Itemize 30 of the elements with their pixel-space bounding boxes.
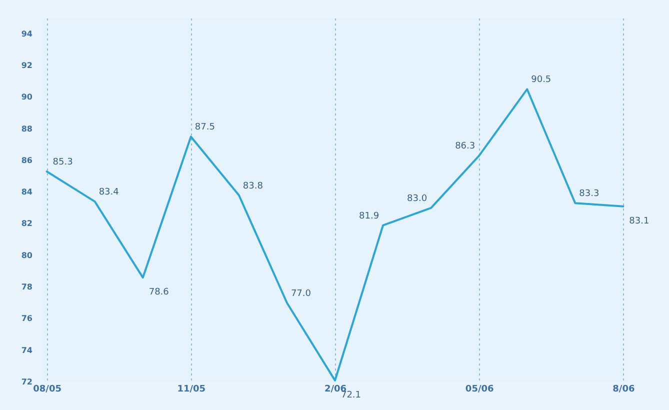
x-tick-label: 8/06 xyxy=(612,384,635,394)
data-label: 83.1 xyxy=(629,216,650,226)
y-tick-label: 86 xyxy=(21,156,33,165)
data-label: 81.9 xyxy=(359,211,380,222)
y-tick-label: 80 xyxy=(21,250,33,260)
data-label: 83.3 xyxy=(579,189,600,200)
y-tick-label: 82 xyxy=(21,219,32,228)
data-label: 87.5 xyxy=(194,122,215,133)
x-tick-label: 11/05 xyxy=(177,384,206,394)
x-tick-label: 08/05 xyxy=(33,384,62,394)
data-label: 85.3 xyxy=(52,158,73,168)
y-tick-label: 76 xyxy=(21,314,33,324)
line-series xyxy=(46,88,624,382)
data-label: 72.1 xyxy=(340,390,362,400)
y-tick-label: 90 xyxy=(21,92,33,102)
data-label: 77.0 xyxy=(290,288,312,299)
y-tick-label: 72 xyxy=(21,378,32,386)
data-label: 86.3 xyxy=(455,142,476,152)
y-tick-label: 78 xyxy=(21,282,33,292)
data-label: 83.4 xyxy=(98,188,120,198)
data-label: 83.0 xyxy=(407,194,428,204)
y-tick-label: 94 xyxy=(21,29,33,38)
data-label: 90.5 xyxy=(531,75,552,86)
y-tick-label: 74 xyxy=(21,346,33,355)
y-tick-label: 84 xyxy=(21,188,33,197)
y-tick-label: 88 xyxy=(21,124,33,134)
data-label: 83.8 xyxy=(242,181,264,192)
y-tick-label: 92 xyxy=(21,60,32,70)
data-label: 78.6 xyxy=(148,288,170,298)
x-tick-label: 05/06 xyxy=(465,384,494,394)
